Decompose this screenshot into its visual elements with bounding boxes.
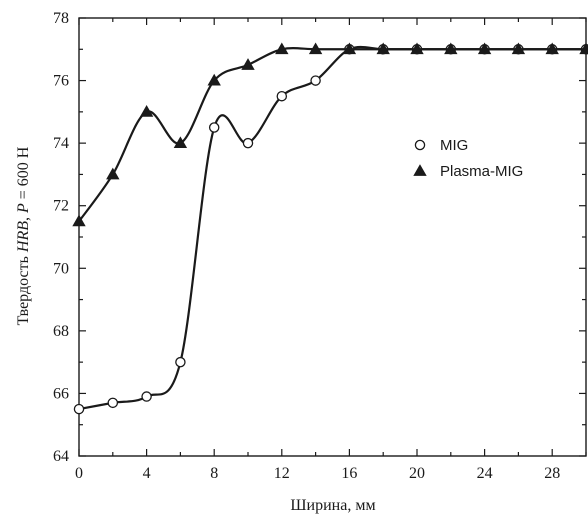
series-mig [73, 44, 588, 415]
y-axis-label-hrb: HRB [15, 221, 32, 253]
axis-ticks: 0 4 8 12 16 20 24 28 64 66 68 70 72 74 76 78 [53, 10, 587, 482]
data-point-plasma-mig [376, 42, 390, 55]
legend-label-mig: MIG [440, 137, 468, 154]
series-line-plasma-mig [78, 47, 586, 223]
data-point-mig [276, 90, 288, 102]
data-point-plasma-mig [511, 42, 526, 55]
series-layer [72, 42, 588, 415]
y-axis-label-prefix: Твердость [15, 252, 32, 325]
data-point-plasma-mig [545, 42, 559, 55]
data-point-plasma-mig [477, 42, 492, 55]
plot-area [78, 17, 587, 457]
x-tick-label: 16 [341, 465, 357, 482]
data-point-mig [175, 356, 186, 368]
y-axis-label: Твердость HRB, P = 600 Н [15, 146, 32, 325]
y-axis-label-comma: , [15, 213, 32, 221]
data-point-plasma-mig [207, 73, 221, 86]
data-point-plasma-mig [241, 58, 255, 70]
y-tick-label: 72 [53, 198, 69, 215]
series-line-mig [78, 45, 586, 411]
x-tick-label: 0 [75, 465, 83, 482]
legend: MIG Plasma-MIG [413, 137, 523, 180]
y-tick-label: 64 [53, 448, 69, 465]
y-axis-label-p: P [15, 203, 32, 214]
legend-marker-plasma-mig [413, 164, 427, 176]
x-tick-label: 8 [210, 465, 218, 482]
y-tick-label: 68 [53, 323, 69, 340]
data-point-plasma-mig [342, 42, 357, 55]
data-point-mig [208, 122, 220, 133]
y-axis-label-suffix: = 600 Н [15, 146, 32, 203]
data-point-plasma-mig [173, 136, 188, 149]
x-tick-label: 20 [409, 465, 425, 482]
x-tick-label: 28 [544, 465, 560, 482]
data-point-plasma-mig [308, 42, 323, 55]
plot-frame [78, 17, 587, 457]
y-tick-label: 70 [53, 260, 69, 277]
data-point-plasma-mig [72, 214, 86, 227]
x-tick-label: 24 [477, 465, 493, 482]
x-tick-label: 4 [143, 465, 151, 482]
data-point-mig [107, 397, 119, 409]
x-axis-label: Ширина, мм [290, 497, 375, 514]
legend-marker-mig [414, 139, 426, 151]
y-tick-label: 74 [53, 135, 69, 152]
data-point-plasma-mig [444, 42, 458, 55]
y-tick-label: 78 [53, 10, 69, 27]
data-point-plasma-mig [106, 167, 120, 180]
y-tick-label: 66 [53, 385, 69, 402]
y-tick-label: 76 [53, 73, 69, 90]
data-point-plasma-mig [579, 42, 588, 55]
x-tick-label: 12 [274, 465, 290, 482]
data-point-mig [310, 75, 321, 86]
data-point-plasma-mig [139, 105, 154, 117]
data-point-plasma-mig [275, 42, 289, 55]
legend-label-plasma-mig: Plasma-MIG [440, 163, 523, 180]
data-point-mig [141, 391, 152, 402]
data-point-mig [73, 403, 85, 415]
series-plasma-mig [72, 42, 588, 227]
data-point-plasma-mig [410, 42, 424, 55]
data-point-mig [242, 137, 254, 149]
